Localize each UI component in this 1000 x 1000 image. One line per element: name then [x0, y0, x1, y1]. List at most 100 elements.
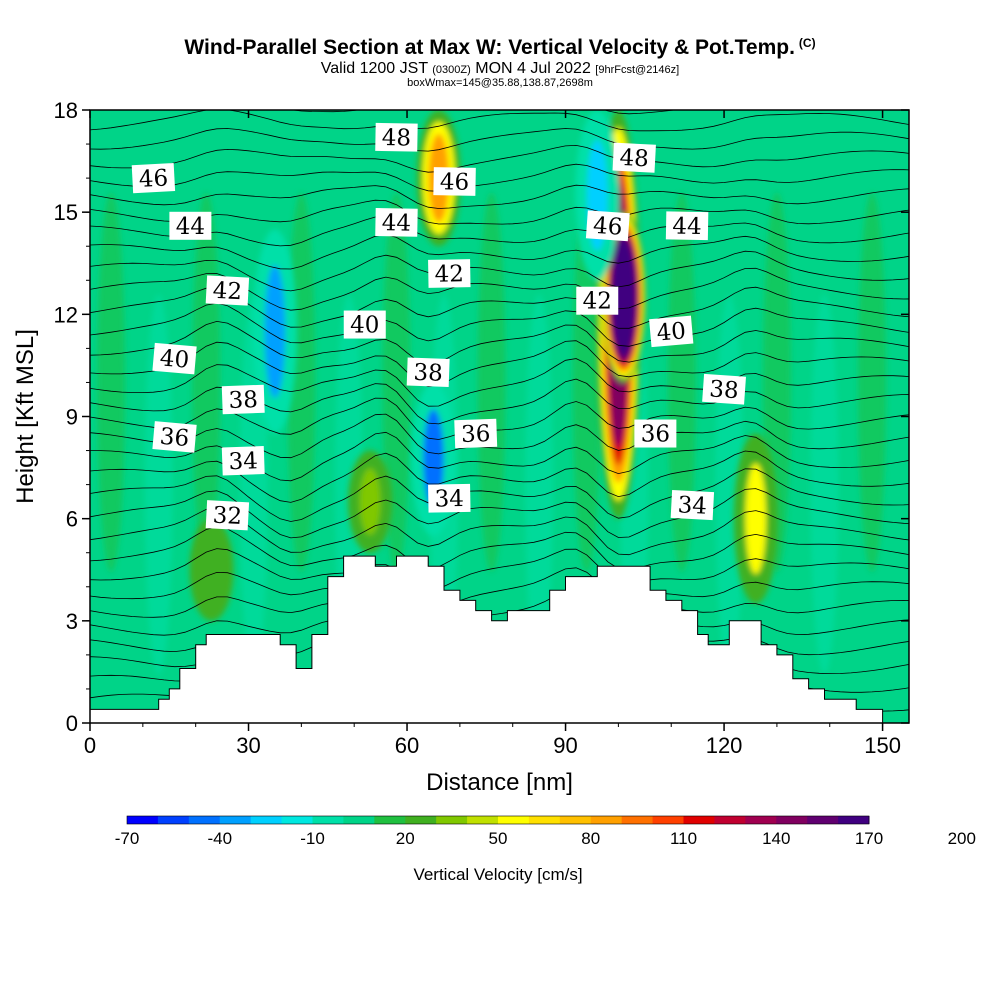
colorbar-tick-label: 170	[855, 829, 883, 848]
contour-label-44: 44	[375, 208, 418, 237]
x-axis-label: Distance [nm]	[426, 769, 573, 796]
field-texture-band	[810, 294, 839, 675]
colorbar-swatch	[498, 816, 530, 824]
colorbar-swatch	[405, 816, 437, 824]
contour-label-box	[670, 489, 715, 521]
colorbar-label: Vertical Velocity [cm/s]	[413, 865, 582, 884]
y-tick-label: 9	[66, 405, 78, 430]
colorbar-swatch	[807, 816, 839, 824]
colorbar-swatch	[250, 816, 283, 824]
contour-label-text: 42	[583, 289, 612, 315]
contour-label-box	[375, 122, 418, 152]
contour-label-text: 38	[413, 360, 443, 387]
colorbar-swatch	[343, 816, 375, 824]
contour-label-box	[406, 357, 450, 387]
contour-label-box	[343, 310, 386, 339]
contour-label-box	[152, 342, 197, 375]
contour-label-36: 36	[454, 418, 498, 449]
contour-label-box	[634, 419, 677, 448]
contour-label-text: 46	[592, 213, 623, 241]
contour-label-text: 48	[382, 125, 412, 152]
contour-label-text: 36	[159, 424, 190, 452]
isentrope-line	[90, 128, 909, 152]
contour-label-text: 44	[176, 214, 205, 240]
x-tick-label: 30	[236, 733, 260, 758]
contour-label-38: 38	[221, 384, 265, 415]
contour-label-46: 46	[131, 163, 176, 194]
isentrope-line	[90, 216, 909, 247]
isentrope-line	[90, 199, 909, 225]
colorbar-swatch	[467, 816, 499, 824]
contour-label-box	[205, 500, 250, 531]
colorbar-swatch	[590, 816, 623, 824]
contour-label-38: 38	[702, 373, 746, 405]
colorbar-swatch	[188, 816, 221, 824]
colorbar-swatch	[652, 816, 684, 824]
contour-label-36: 36	[634, 419, 677, 448]
terrain-shape	[90, 555, 909, 723]
colorbar-swatch	[127, 816, 159, 824]
colorbar-swatch	[436, 816, 468, 824]
contour-label-36: 36	[152, 421, 197, 453]
contour-label-text: 38	[708, 376, 739, 404]
x-tick-label: 120	[706, 733, 743, 758]
colorbar-swatch	[745, 816, 777, 824]
colorbar-frame	[126, 815, 870, 825]
contour-label-text: 36	[461, 421, 491, 448]
contour-label-44: 44	[169, 211, 212, 240]
isentrope-line	[90, 184, 909, 209]
contour-label-text: 34	[434, 486, 464, 513]
isentrope-line	[90, 144, 909, 173]
contour-label-text: 38	[228, 387, 258, 414]
isentrope-line	[90, 413, 909, 459]
contour-label-34: 34	[670, 489, 715, 521]
contour-label-text: 40	[350, 313, 379, 339]
colorbar-tick-label: -40	[207, 829, 232, 848]
isentrope-line	[90, 588, 909, 628]
colorbar-swatch	[528, 816, 561, 824]
colorbar-tick-label: -10	[300, 829, 325, 848]
colorbar-tick-label: 200	[948, 829, 976, 848]
chart-subsubtitle: boxWmax=145@35.88,138.87,2698m	[407, 77, 593, 89]
isentrope-line	[90, 163, 909, 192]
colorbar-swatch	[374, 816, 406, 824]
contour-label-text: 48	[619, 145, 650, 172]
y-tick-label: 18	[54, 98, 78, 123]
contour-label-box	[375, 208, 418, 237]
contour-label-34: 34	[221, 446, 265, 476]
contour-label-box	[205, 275, 250, 306]
contour-label-46: 46	[433, 167, 476, 196]
contour-label-44: 44	[665, 211, 709, 241]
contour-label-text: 36	[641, 422, 670, 448]
contour-label-46: 46	[585, 210, 630, 242]
colorbar-swatch	[714, 816, 746, 824]
field-texture-band	[858, 192, 887, 573]
contour-label-text: 40	[159, 345, 190, 373]
contour-label-box	[428, 483, 471, 513]
contour-labels: 48 48 46 46 46 44 44 44 42 42 42 40 40 40 38 38 38 36 36 36…	[131, 122, 746, 531]
contour-label-box	[576, 286, 619, 315]
contour-label-text: 44	[382, 210, 412, 237]
y-tick-label: 3	[66, 609, 78, 634]
contour-label-box	[169, 211, 212, 240]
isentrope-line	[90, 320, 909, 366]
colorbar-tick-label: -70	[115, 829, 140, 848]
contour-label-box	[454, 418, 498, 449]
contour-label-48: 48	[375, 122, 418, 152]
colorbar-swatch	[683, 816, 715, 824]
x-tick-label: 150	[864, 733, 901, 758]
field-texture-band	[667, 192, 696, 573]
field-texture-band	[477, 192, 506, 573]
isentrope-line	[90, 340, 909, 388]
velocity-feature-0	[264, 264, 286, 398]
y-tick-label: 0	[66, 711, 78, 736]
colorbar-swatch	[621, 816, 654, 824]
colorbar-swatch	[219, 816, 252, 824]
colorbar-tick-label: 110	[670, 829, 697, 848]
velocity-feature-7	[359, 468, 381, 535]
contour-label-box	[665, 211, 709, 241]
field-texture-band	[97, 192, 126, 573]
chart-title: Wind-Parallel Section at Max W: Vertical…	[184, 36, 816, 59]
contour-label-40: 40	[649, 315, 694, 348]
contour-label-box	[152, 421, 197, 453]
